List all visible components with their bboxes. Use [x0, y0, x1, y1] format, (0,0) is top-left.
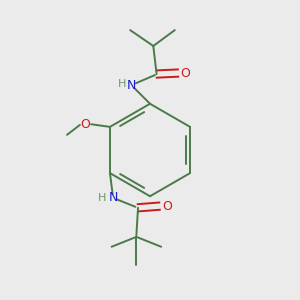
Text: O: O [162, 200, 172, 213]
Text: O: O [180, 67, 190, 80]
Text: H: H [98, 193, 106, 203]
Text: N: N [109, 191, 118, 204]
Text: N: N [127, 79, 136, 92]
Text: H: H [118, 79, 126, 89]
Text: O: O [80, 118, 90, 131]
